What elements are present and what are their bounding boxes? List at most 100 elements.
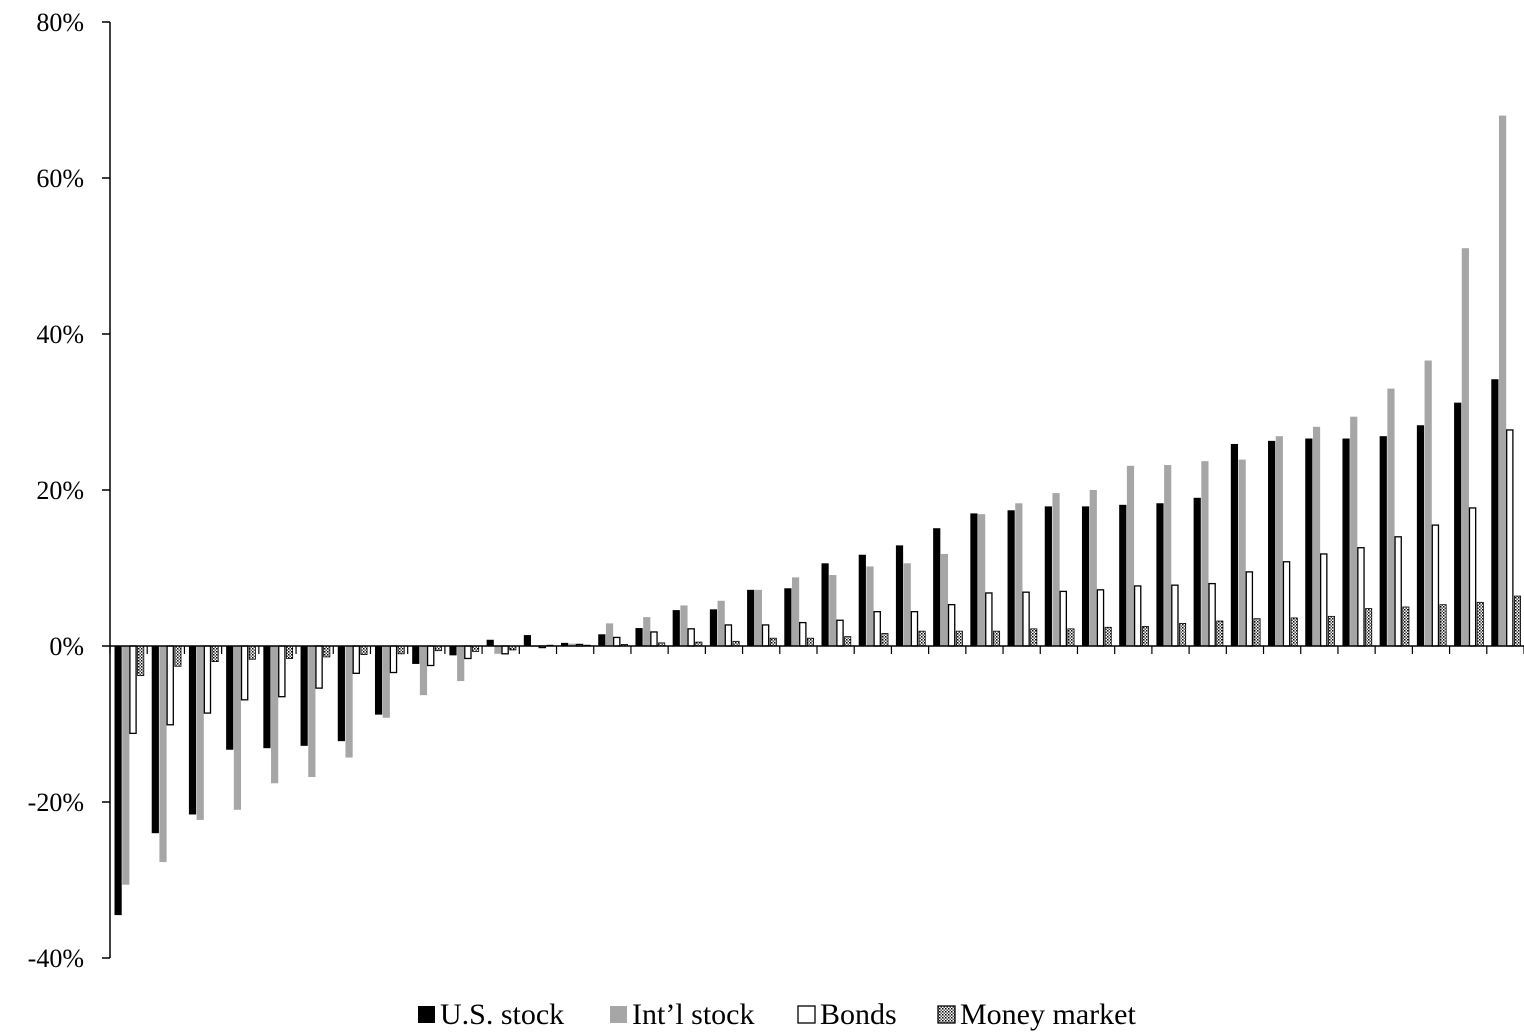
bars [114,115,1521,916]
bar-bonds [612,636,621,647]
bar-money-market [769,637,777,647]
bar-u-s-stock [635,628,643,646]
bar-u-s-stock [709,609,718,646]
bar-money-market [993,630,1001,647]
bar-bonds [1394,536,1402,647]
bar-u-s-stock [374,646,383,715]
bar-int-l-stock [1387,388,1395,646]
y-tick-label: -20% [28,788,84,817]
bar-bonds [1431,524,1440,647]
bar-bonds [761,624,770,647]
bar-money-market [211,645,219,663]
bar-money-market [1030,628,1038,647]
y-tick-label: 0% [49,632,84,661]
bar-bonds [985,592,993,647]
bar-bonds [1171,584,1179,647]
legend-label-money-market: Money market [960,998,1136,1031]
bar-bonds [724,624,733,647]
bar-money-market [918,630,926,647]
bar-u-s-stock [1342,438,1350,646]
bar-u-s-stock [263,646,271,749]
bar-int-l-stock [1498,115,1507,647]
bar-int-l-stock [494,646,502,654]
bar-int-l-stock [754,589,762,646]
bar-u-s-stock [226,646,234,750]
bar-money-market [881,633,889,647]
bar-u-s-stock [1379,436,1387,646]
y-tick-label: 60% [36,164,84,193]
bar-bonds [240,645,249,701]
bar-money-market [955,630,963,647]
bar-int-l-stock [978,514,986,646]
bar-money-market [286,645,294,659]
bar-bonds [352,645,361,674]
bar-int-l-stock [829,575,837,646]
bar-bonds [910,611,919,647]
bar-int-l-stock [382,646,390,718]
bar-money-market [1067,628,1075,647]
bar-bonds [1059,590,1068,647]
bar-bonds [166,645,174,726]
bar-int-l-stock [1015,503,1023,646]
bar-int-l-stock [122,646,130,885]
bar-int-l-stock [1201,461,1209,646]
bar-bonds [1468,507,1477,647]
bar-money-market [844,636,852,647]
bar-money-market [323,645,331,658]
bar-u-s-stock [1081,506,1090,646]
bar-bonds [1245,571,1254,647]
bar-bonds [1282,561,1291,647]
bar-int-l-stock [1126,465,1135,646]
bar-money-market [174,645,182,667]
bar-int-l-stock [308,646,316,778]
bar-bonds [1506,429,1514,647]
bar-money-market [806,637,814,647]
bar-u-s-stock [970,513,978,646]
bar-int-l-stock [457,646,465,682]
y-tick-label: -40% [28,944,84,973]
bar-int-l-stock [1312,426,1321,646]
legend-swatch-int-l-stock [610,1006,627,1023]
bar-bonds [1319,553,1328,647]
bar-int-l-stock [271,646,279,784]
bar-money-market [1365,608,1373,647]
bar-money-market [1253,618,1261,647]
bar-money-market [1104,626,1112,647]
bar-u-s-stock [1454,402,1462,646]
bar-bonds [389,645,398,674]
bar-bonds [203,645,212,714]
legend-label-u-s-stock: U.S. stock [440,998,564,1031]
bar-int-l-stock [1275,436,1283,646]
bar-u-s-stock [1230,443,1239,646]
bar-bonds [650,631,658,647]
bar-int-l-stock [680,605,688,646]
bar-u-s-stock [1268,440,1276,646]
bar-bonds [1208,582,1216,647]
bar-int-l-stock [419,646,428,696]
bar-money-market [1179,622,1187,647]
bar-int-l-stock [568,643,576,646]
bar-money-market [1290,617,1298,647]
bar-money-market [1439,604,1447,647]
bar-u-s-stock [1416,425,1425,646]
bar-int-l-stock [717,600,725,646]
bar-money-market [1513,595,1521,647]
bar-money-market [360,645,368,655]
legend: U.S. stock Int’l stock Bonds Money market [418,998,1136,1031]
bar-u-s-stock [1156,503,1164,646]
bar-bonds [1133,585,1142,647]
bar-bonds [947,604,956,647]
bar-bonds [278,645,286,698]
legend-label-int-l-stock: Int’l stock [632,998,754,1031]
bar-int-l-stock [159,646,167,863]
bar-int-l-stock [866,566,874,646]
bar-int-l-stock [1461,248,1469,646]
bar-int-l-stock [605,623,614,646]
bar-u-s-stock [337,646,345,742]
bar-u-s-stock [1007,510,1015,646]
bar-money-market [1216,620,1224,647]
bar-bonds [873,611,881,647]
y-tick-label: 80% [36,8,84,37]
axes [109,22,1524,958]
bar-bonds [129,645,137,735]
